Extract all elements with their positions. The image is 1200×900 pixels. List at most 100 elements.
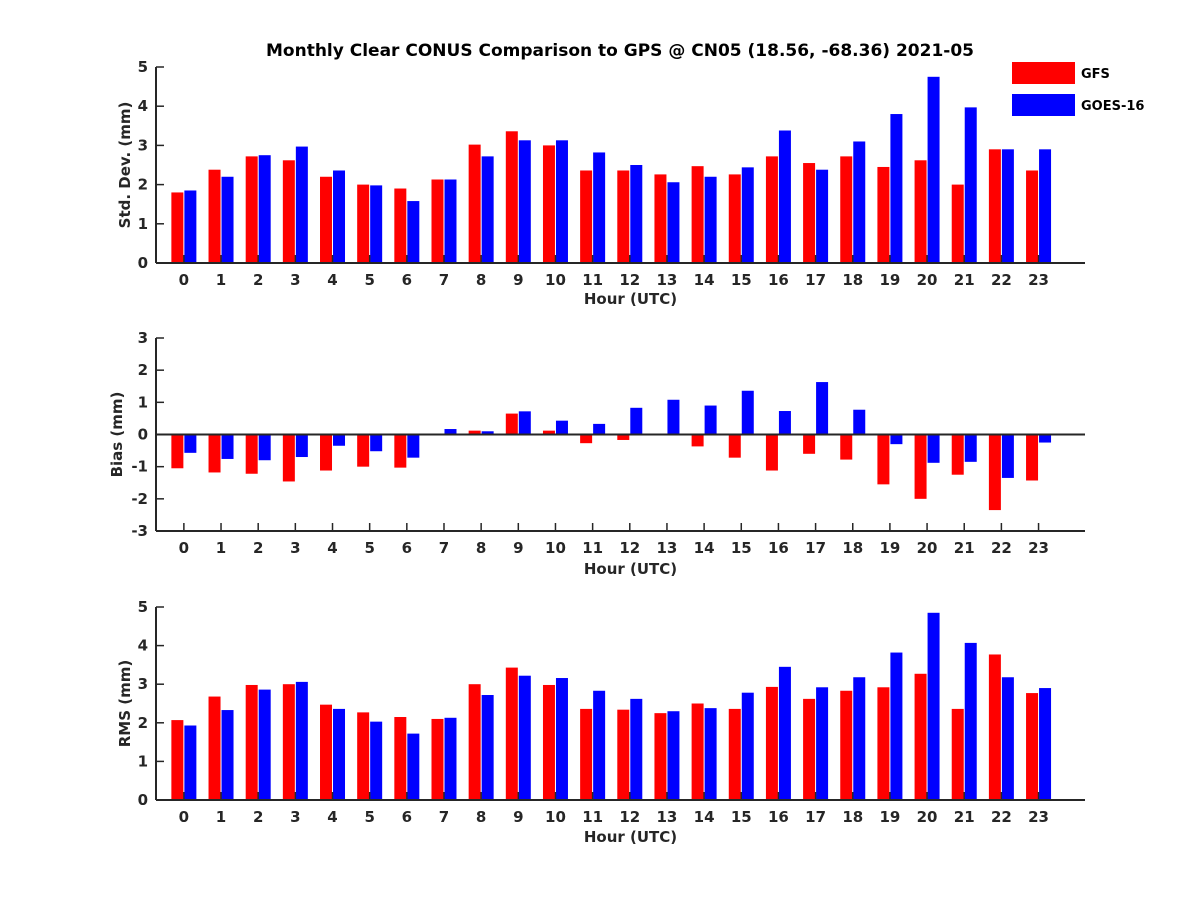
bar-gfs-16: [765, 434, 778, 471]
bar-goes16-20: [927, 76, 940, 263]
bar-goes16-6: [407, 434, 420, 458]
bar-gfs-10: [542, 145, 555, 263]
bar-goes16-6: [407, 733, 420, 800]
bar-goes16-2: [258, 434, 271, 461]
x-tick-label: 4: [327, 539, 337, 557]
bar-gfs-23: [1026, 434, 1039, 481]
bar-gfs-13: [654, 713, 667, 800]
x-tick-label: 4: [327, 808, 337, 826]
bar-goes16-7: [444, 429, 457, 435]
bar-goes16-20: [927, 434, 940, 463]
legend-swatch-gfs: [1012, 62, 1075, 84]
bar-gfs-2: [245, 684, 258, 800]
x-tick-label: 2: [253, 808, 263, 826]
bar-goes16-22: [1001, 434, 1014, 478]
bar-gfs-12: [617, 434, 630, 440]
bar-gfs-22: [988, 149, 1001, 263]
bar-gfs-10: [542, 684, 555, 800]
bar-goes16-0: [184, 190, 197, 263]
bar-gfs-4: [320, 176, 333, 263]
x-tick-label: 8: [476, 808, 486, 826]
bar-gfs-13: [654, 174, 667, 263]
x-tick-label: 0: [179, 539, 189, 557]
x-tick-label: 13: [657, 271, 678, 289]
x-tick-label: 14: [694, 808, 715, 826]
x-tick-label: 3: [290, 539, 300, 557]
bar-goes16-0: [184, 725, 197, 800]
x-tick-label: 13: [657, 808, 678, 826]
bar-gfs-19: [877, 687, 890, 800]
bar-gfs-14: [691, 434, 704, 447]
bar-gfs-21: [951, 708, 964, 800]
x-tick-label: 23: [1028, 539, 1049, 557]
y-axis-label: RMS (mm): [116, 660, 134, 747]
x-tick-label: 9: [513, 539, 523, 557]
x-tick-label: 6: [402, 808, 412, 826]
bar-gfs-5: [357, 184, 370, 263]
bar-goes16-19: [890, 652, 903, 800]
x-tick-label: 12: [619, 271, 640, 289]
bar-gfs-17: [803, 434, 816, 454]
bar-gfs-17: [803, 163, 816, 263]
bar-goes16-16: [778, 666, 791, 800]
bar-gfs-22: [988, 654, 1001, 800]
x-tick-label: 10: [545, 271, 566, 289]
x-tick-label: 7: [439, 539, 449, 557]
bar-goes16-21: [964, 434, 977, 462]
bar-goes16-14: [704, 405, 717, 435]
bar-gfs-17: [803, 698, 816, 800]
x-tick-label: 2: [253, 271, 263, 289]
x-tick-label: 23: [1028, 271, 1049, 289]
legend-swatch-goes16: [1012, 94, 1075, 116]
bar-goes16-4: [333, 434, 346, 446]
bar-goes16-14: [704, 176, 717, 263]
x-tick-label: 18: [842, 808, 863, 826]
y-tick-label: -1: [131, 458, 148, 476]
bar-goes16-1: [221, 710, 234, 800]
bar-goes16-1: [221, 434, 234, 459]
y-tick-label: 2: [138, 714, 148, 732]
bar-goes16-9: [518, 411, 531, 435]
bar-goes16-19: [890, 434, 903, 445]
bar-goes16-23: [1039, 149, 1052, 263]
x-tick-label: 20: [917, 808, 938, 826]
bar-goes16-9: [518, 675, 531, 800]
bar-gfs-11: [580, 708, 593, 800]
x-tick-label: 1: [216, 271, 226, 289]
bar-gfs-1: [208, 169, 221, 263]
x-tick-label: 6: [402, 539, 412, 557]
bar-goes16-8: [481, 431, 494, 435]
bar-gfs-22: [988, 434, 1001, 511]
x-tick-label: 19: [879, 271, 900, 289]
bar-goes16-23: [1039, 434, 1052, 443]
bar-gfs-9: [505, 131, 518, 263]
bar-goes16-6: [407, 201, 420, 263]
x-tick-label: 5: [364, 808, 374, 826]
bar-goes16-12: [630, 165, 643, 263]
x-tick-label: 1: [216, 808, 226, 826]
bar-goes16-13: [667, 399, 680, 435]
y-tick-label: 2: [138, 361, 148, 379]
bar-goes16-18: [853, 141, 866, 263]
bar-goes16-8: [481, 695, 494, 800]
x-tick-label: 15: [731, 271, 752, 289]
bar-gfs-20: [914, 434, 927, 499]
x-tick-label: 19: [879, 539, 900, 557]
x-tick-label: 22: [991, 271, 1012, 289]
x-tick-label: 7: [439, 271, 449, 289]
x-tick-label: 1: [216, 539, 226, 557]
x-tick-label: 10: [545, 539, 566, 557]
bar-goes16-9: [518, 140, 531, 263]
bar-gfs-1: [208, 696, 221, 800]
x-tick-label: 18: [842, 539, 863, 557]
bar-gfs-12: [617, 170, 630, 263]
bar-gfs-18: [840, 434, 853, 460]
bar-gfs-3: [282, 684, 295, 800]
x-tick-label: 21: [954, 271, 975, 289]
x-tick-label: 21: [954, 539, 975, 557]
x-tick-label: 17: [805, 539, 826, 557]
bar-gfs-21: [951, 434, 964, 475]
bar-goes16-20: [927, 612, 940, 800]
y-axis-label: Bias (mm): [108, 392, 126, 478]
